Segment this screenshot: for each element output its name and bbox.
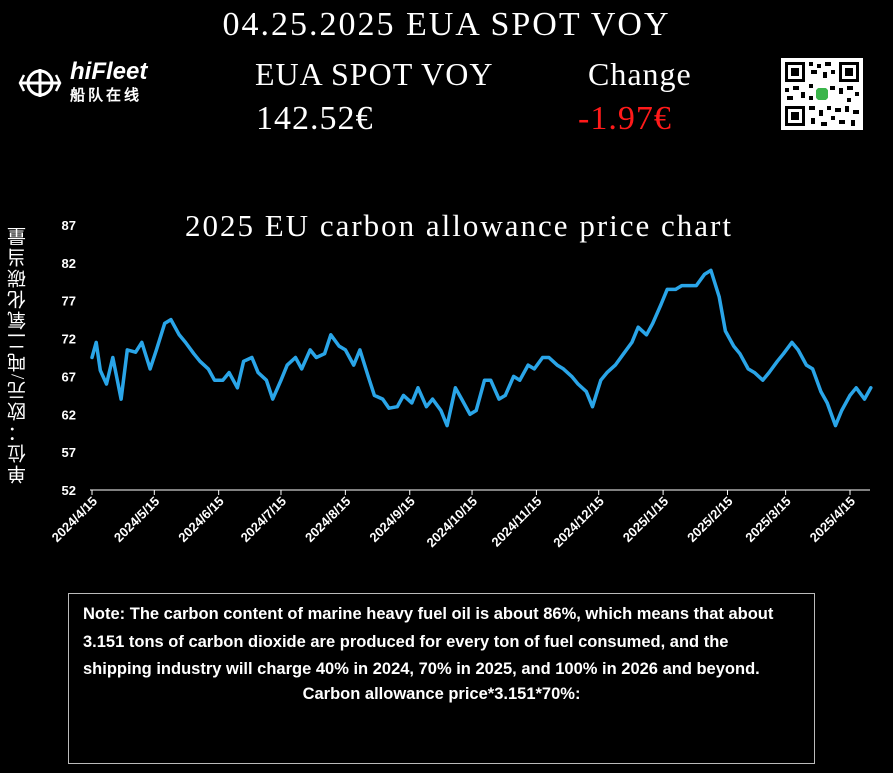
note-formula: Carbon allowance price*3.151*70%: <box>302 684 581 703</box>
change-label: Change <box>588 56 692 92</box>
hifleet-globe-icon <box>18 69 62 97</box>
y-axis-label: 单位：欧元/吨二氧化碳当量 <box>5 225 33 525</box>
logo-text: hiFleet <box>70 58 148 85</box>
chart-title: 2025 EU carbon allowance price chart <box>185 208 733 243</box>
chart-panel <box>0 186 893 586</box>
qr-code-graphic <box>781 58 863 130</box>
note-text: Note: The carbon content of marine heavy… <box>83 605 774 678</box>
change-value: -1.97€ <box>578 100 672 137</box>
instrument-price: 142.52€ <box>256 100 374 137</box>
y-axis-label-text: 单位：欧元/吨二氧化碳当量 <box>8 225 29 485</box>
note-box: Note: The carbon content of marine heavy… <box>68 593 815 764</box>
qr-code-icon[interactable] <box>781 58 863 130</box>
header-title: 04.25.2025 EUA SPOT VOY <box>222 6 671 43</box>
hifleet-logo[interactable]: hiFleet 船队在线 <box>18 58 168 104</box>
instrument-label: EUA SPOT VOY <box>255 56 494 92</box>
logo-subtext: 船队在线 <box>70 87 143 104</box>
